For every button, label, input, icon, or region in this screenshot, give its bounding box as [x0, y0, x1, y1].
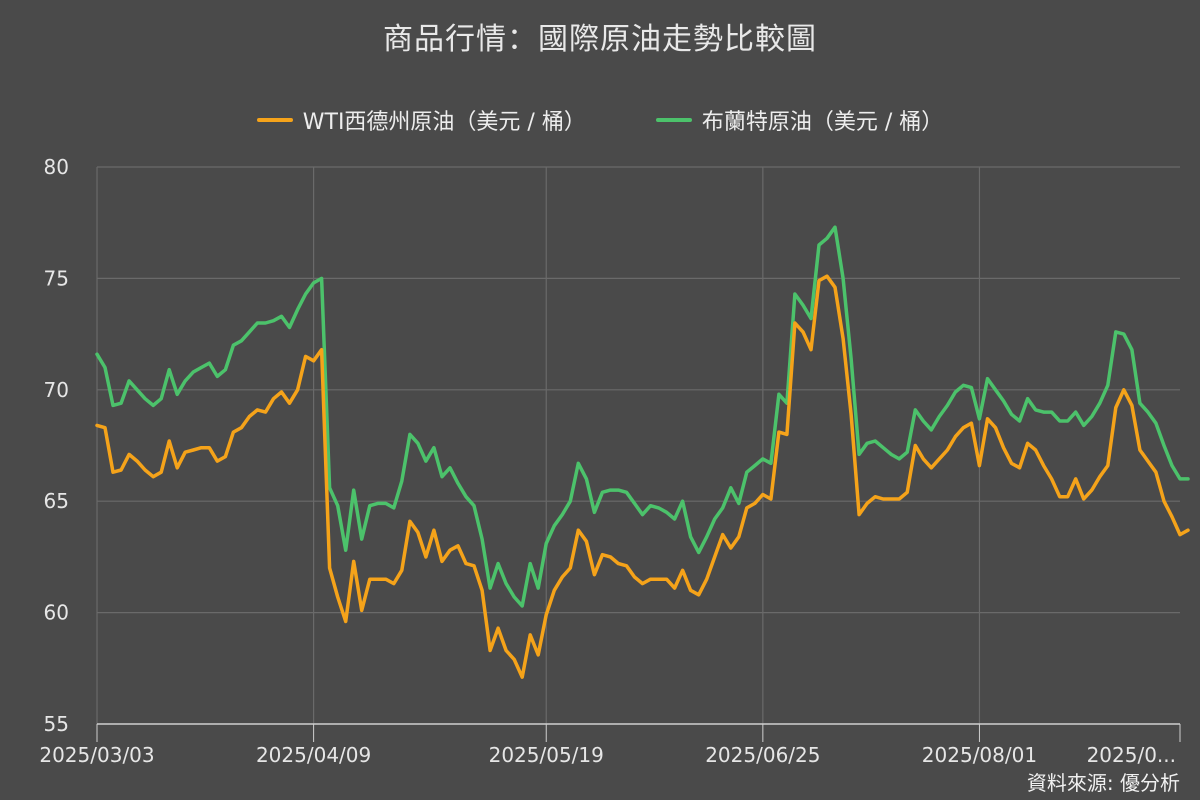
source-note: 資料來源: 優分析 [1026, 771, 1180, 795]
x-tick-label: 2025/04/09 [256, 743, 371, 767]
series-line-brent [95, 225, 1190, 608]
y-tick-label: 80 [44, 155, 69, 179]
y-tick-label: 65 [44, 489, 69, 513]
y-tick-label: 70 [44, 378, 69, 402]
x-tick-label: 2025/06/25 [705, 743, 820, 767]
y-tick-label: 75 [44, 266, 69, 290]
legend-item-wti: WTI西德州原油（美元 / 桶） [256, 104, 586, 136]
y-tick-label: 60 [44, 601, 69, 625]
chart-title: 商品行情：國際原油走勢比較圖 [383, 22, 817, 57]
series-line-wti [95, 274, 1190, 679]
legend-item-brent: 布蘭特原油（美元 / 桶） [655, 104, 944, 136]
x-tick-label: 2025/03/03 [39, 743, 154, 767]
x-tick-label: 2025/08/01 [922, 743, 1037, 767]
legend-label-brent: 布蘭特原油（美元 / 桶） [701, 110, 944, 135]
legend-label-wti: WTI西德州原油（美元 / 桶） [302, 110, 586, 135]
x-tick-label: 2025/05/19 [489, 743, 604, 767]
legend-swatch-wti [256, 118, 293, 122]
y-tick-label: 55 [44, 712, 69, 736]
legend-swatch-brent [655, 118, 692, 122]
chart-legend: WTI西德州原油（美元 / 桶） 布蘭特原油（美元 / 桶） [0, 104, 1200, 136]
x-tick-label: 2025/0... [1087, 743, 1176, 767]
